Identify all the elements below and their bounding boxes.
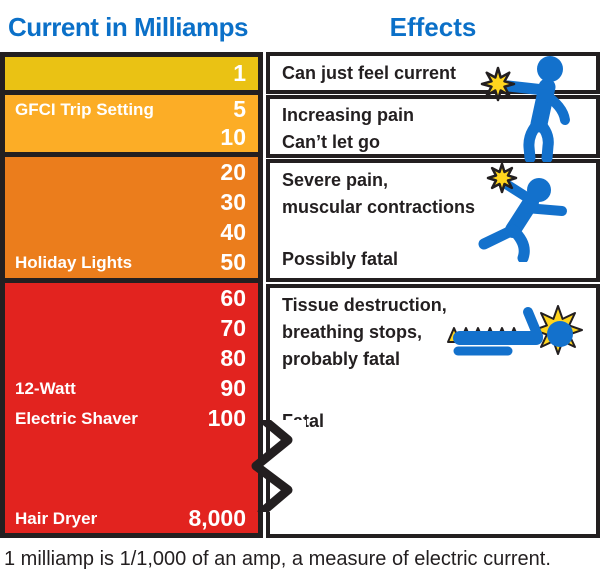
scale-row: 80: [5, 343, 258, 373]
scale-row: 70: [5, 313, 258, 343]
milliamp-value: 100: [207, 404, 246, 431]
scale-row: Holiday Lights 50: [5, 247, 258, 277]
effect-box-3: Severe pain, muscular contractions Possi…: [266, 159, 600, 282]
scale-row: 60: [5, 283, 258, 313]
milliamp-value: 50: [220, 248, 246, 275]
scale-break-icon: [251, 420, 306, 512]
effect-text: muscular contractions: [282, 197, 476, 217]
milliamp-value: 20: [220, 158, 246, 185]
effect-text: breathing stops,: [282, 322, 423, 342]
effect-text: Can just feel current: [282, 62, 457, 83]
milliamp-scale-column: 1 GFCI Trip Setting 5 10 20 30: [0, 52, 263, 538]
effect-text: Can’t let go: [282, 132, 380, 152]
milliamp-value: 70: [220, 314, 246, 341]
reference-label-line1: 12-Watt: [15, 378, 76, 398]
band-5-10ma: GFCI Trip Setting 5 10: [5, 95, 258, 152]
scale-row: 40: [5, 217, 258, 247]
reference-label-line2: Electric Shaver: [15, 408, 138, 428]
person-shock-falling-icon: [478, 162, 567, 262]
chart-area: 1 GFCI Trip Setting 5 10 20 30: [0, 52, 600, 538]
effect-text: Tissue destruction,: [282, 295, 447, 315]
band-1ma: 1: [5, 57, 258, 90]
effect-text: Increasing pain: [282, 105, 415, 125]
scale-row: Electric Shaver 100: [5, 403, 258, 433]
effect-text: probably fatal: [282, 349, 401, 369]
band-20-50ma: 20 30 40 Holiday Lights 50: [5, 157, 258, 278]
scale-break-gap: [5, 433, 258, 503]
scale-row: 10: [5, 123, 258, 151]
effect-text: Severe pain,: [282, 170, 389, 190]
reference-label: GFCI Trip Setting: [15, 99, 154, 119]
scale-row: 12-Watt 90: [5, 373, 258, 403]
milliamp-value: 30: [220, 188, 246, 215]
scale-row: Hair Dryer 8,000: [5, 503, 258, 533]
effect-text: Possibly fatal: [282, 249, 399, 269]
milliamp-value: 8,000: [188, 504, 246, 531]
milliamp-value: 60: [220, 284, 246, 311]
scale-row: 30: [5, 187, 258, 217]
scale-row: GFCI Trip Setting 5: [5, 95, 258, 123]
scale-row: 1: [5, 57, 258, 90]
milliamp-value: 90: [220, 374, 246, 401]
milliamp-value: 1: [233, 60, 246, 86]
milliamp-value: 80: [220, 344, 246, 371]
milliamp-value: 10: [220, 123, 246, 150]
reference-label: Holiday Lights: [15, 252, 133, 272]
milliamp-value: 40: [220, 218, 246, 245]
reference-label: Hair Dryer: [15, 508, 98, 528]
person-feeling-current-icon: [480, 56, 570, 162]
person-lying-shock-icon: [447, 305, 583, 356]
milliamp-value: 5: [233, 95, 246, 122]
effects-column-title: Effects: [389, 12, 477, 42]
spark-icon: [480, 66, 516, 102]
band-60ma-plus: 60 70 80 12-Watt 90 Electric Shaver 100: [5, 283, 258, 533]
spark-icon: [486, 162, 518, 194]
current-column-title: Current in Milliamps: [8, 12, 248, 42]
scale-row: 20: [5, 157, 258, 187]
footnote: 1 milliamp is 1/1,000 of an amp, a measu…: [4, 548, 551, 570]
